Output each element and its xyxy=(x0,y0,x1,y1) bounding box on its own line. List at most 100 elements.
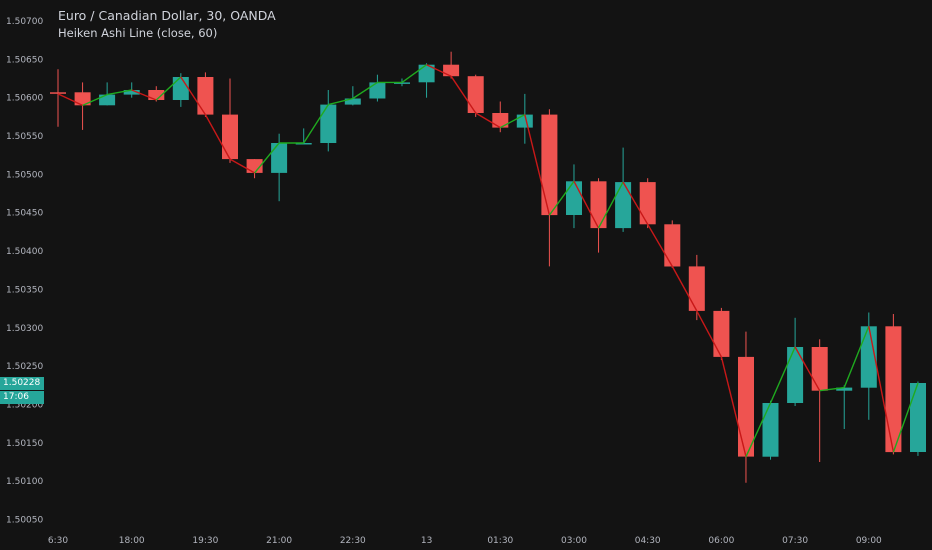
y-tick-label: 1.50200 xyxy=(6,401,43,411)
x-tick-label: 03:00 xyxy=(561,536,587,546)
line-segment xyxy=(352,81,378,100)
candle-body xyxy=(738,356,754,457)
candle-body xyxy=(222,114,238,160)
countdown-label: 17:06 xyxy=(0,391,44,404)
line-segment xyxy=(524,114,551,216)
line-segment xyxy=(131,89,157,101)
x-tick-label: 04:30 xyxy=(635,536,661,546)
x-tick-label: 19:30 xyxy=(192,536,218,546)
line-segment xyxy=(475,112,501,129)
line-segment xyxy=(499,113,526,129)
candle-body xyxy=(467,76,484,113)
last-price-label: 1.50228 xyxy=(0,377,44,390)
candle-body xyxy=(271,143,288,173)
line-segment xyxy=(303,104,329,144)
y-tick-label: 1.50300 xyxy=(6,324,43,334)
candle-body xyxy=(74,92,91,106)
candle-body xyxy=(860,326,877,388)
x-tick-label: 06:00 xyxy=(708,536,734,546)
candle-body xyxy=(246,159,263,173)
candle-body xyxy=(197,77,214,115)
candles xyxy=(50,51,926,483)
candle-body xyxy=(99,94,116,106)
candle-body xyxy=(541,114,558,216)
x-axis: 6:30 18:00 19:30 21:00 22:30 13 01:30 03:00 04:3… xyxy=(48,536,882,546)
x-tick-label: 01:30 xyxy=(487,536,513,546)
candle-body xyxy=(320,104,337,143)
line-segment xyxy=(254,142,280,174)
candle-body xyxy=(566,181,582,215)
x-tick-label: 18:00 xyxy=(119,536,145,546)
line-segment xyxy=(671,266,698,312)
indicator-label[interactable]: Heiken Ashi Line (close, 60) xyxy=(58,26,218,40)
y-tick-label: 1.50700 xyxy=(6,17,43,27)
line-segment xyxy=(720,356,747,457)
candle-body xyxy=(344,98,361,105)
line-segment xyxy=(426,64,452,77)
y-tick-label: 1.50600 xyxy=(6,94,43,104)
line-segment xyxy=(868,326,895,453)
candle-body xyxy=(910,383,926,452)
y-tick-label: 1.50650 xyxy=(6,55,43,65)
candle-body xyxy=(762,403,779,457)
y-tick-label: 1.50400 xyxy=(6,247,43,257)
line-segment xyxy=(573,180,600,229)
line-segment xyxy=(892,382,919,453)
candle-body xyxy=(590,181,607,229)
y-tick-label: 1.50550 xyxy=(6,132,43,142)
line-segment xyxy=(328,97,353,106)
line-segment xyxy=(597,181,624,229)
line-segment xyxy=(450,75,477,114)
line-segment xyxy=(106,89,132,96)
line-segment xyxy=(548,180,575,216)
line-segment xyxy=(819,386,845,392)
candle-body xyxy=(836,387,853,391)
line-segment xyxy=(180,76,206,115)
chart-title: Euro / Canadian Dollar, 30, OANDA xyxy=(58,8,276,23)
candle-body xyxy=(811,347,828,391)
candle-body xyxy=(148,90,165,100)
heiken-ashi-line xyxy=(57,64,919,457)
candle-body xyxy=(172,77,189,100)
y-tick-label: 1.50250 xyxy=(6,362,43,372)
candle-body xyxy=(295,143,312,145)
candle-body xyxy=(394,82,410,84)
x-tick-label: 6:30 xyxy=(48,536,68,546)
line-segment xyxy=(57,93,83,107)
line-segment xyxy=(229,158,255,174)
candle-body xyxy=(443,64,460,77)
y-tick-label: 1.50050 xyxy=(6,516,43,526)
candle-body xyxy=(639,182,656,225)
y-axis: 1.50700 1.50650 1.50600 1.50550 1.50500 1.504… xyxy=(6,17,43,526)
candle-body xyxy=(50,92,66,94)
candle-body xyxy=(418,64,435,83)
y-tick-label: 1.50350 xyxy=(6,285,43,295)
line-segment xyxy=(745,402,772,457)
candle-body xyxy=(615,182,632,229)
y-tick-label: 1.50100 xyxy=(6,477,43,487)
x-tick-label: 07:30 xyxy=(782,536,808,546)
candle-body xyxy=(885,326,902,453)
candle-body xyxy=(123,90,140,95)
candle-body xyxy=(492,113,509,128)
line-segment xyxy=(204,114,231,160)
line-segment xyxy=(622,181,649,225)
line-segment xyxy=(647,223,673,267)
line-segment xyxy=(155,76,182,101)
y-tick-label: 1.50500 xyxy=(6,170,43,180)
line-segment xyxy=(696,310,723,358)
x-tick-label: 22:30 xyxy=(340,536,366,546)
line-segment xyxy=(769,346,796,404)
candle-body xyxy=(369,82,386,99)
candle-body xyxy=(688,266,705,311)
line-segment xyxy=(82,93,108,107)
line-segment xyxy=(794,346,821,392)
candle-body xyxy=(664,224,681,267)
x-tick-label: 21:00 xyxy=(266,536,292,546)
y-tick-label: 1.50150 xyxy=(6,439,43,449)
candle-body xyxy=(787,347,804,403)
line-segment xyxy=(401,64,428,83)
y-tick-label: 1.50450 xyxy=(6,209,43,219)
line-segment xyxy=(843,326,870,388)
